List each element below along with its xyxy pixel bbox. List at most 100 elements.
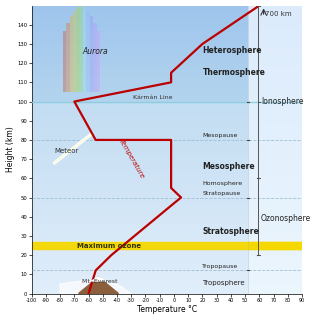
Bar <box>32 25 302 27</box>
Bar <box>248 123 302 124</box>
Bar <box>32 172 302 174</box>
Bar <box>32 100 302 101</box>
Bar <box>32 182 302 184</box>
Bar <box>248 59 302 61</box>
Bar <box>248 146 302 148</box>
Bar <box>32 36 302 38</box>
Bar <box>32 148 302 149</box>
Bar <box>32 86 302 88</box>
Polygon shape <box>60 280 131 293</box>
Bar <box>32 73 302 75</box>
Bar <box>32 48 302 50</box>
Bar <box>32 155 302 157</box>
Bar <box>66 23 70 92</box>
Bar <box>32 5 302 7</box>
Bar <box>248 205 302 207</box>
Polygon shape <box>79 277 118 293</box>
Bar <box>32 59 302 61</box>
Bar <box>248 119 302 121</box>
Bar <box>32 42 302 44</box>
Bar <box>32 247 302 249</box>
Bar <box>32 23 302 25</box>
Bar <box>32 52 302 53</box>
Bar <box>32 98 302 100</box>
Bar <box>32 86 302 88</box>
Bar <box>32 263 302 265</box>
Bar <box>32 82 302 84</box>
Bar <box>248 272 302 274</box>
Text: Mt. Everest: Mt. Everest <box>82 279 118 284</box>
Bar <box>32 115 302 117</box>
Bar <box>32 230 302 232</box>
Bar <box>248 178 302 180</box>
Bar <box>32 78 302 80</box>
Bar <box>248 224 302 226</box>
Bar <box>248 167 302 169</box>
Bar <box>32 69 302 71</box>
Bar <box>248 140 302 142</box>
Bar <box>248 100 302 101</box>
Bar <box>248 263 302 265</box>
Bar <box>32 242 302 249</box>
Bar <box>248 73 302 75</box>
Bar <box>248 9 302 11</box>
Bar <box>32 9 302 11</box>
Bar <box>248 144 302 146</box>
Bar <box>248 172 302 174</box>
Bar <box>32 21 302 23</box>
Bar <box>32 57 302 59</box>
Bar <box>248 11 302 13</box>
Bar <box>32 117 302 119</box>
Bar <box>32 71 302 73</box>
Bar <box>32 50 302 52</box>
Bar <box>248 169 302 171</box>
Bar <box>32 282 302 284</box>
Bar <box>248 276 302 278</box>
Bar <box>32 71 302 73</box>
Text: Meteor: Meteor <box>54 148 79 154</box>
Bar <box>248 53 302 55</box>
Bar <box>248 201 302 203</box>
Bar <box>32 76 302 78</box>
Bar <box>32 171 302 172</box>
Bar <box>248 232 302 234</box>
Bar <box>32 11 302 13</box>
Bar <box>248 15 302 17</box>
Bar <box>248 55 302 57</box>
Bar <box>248 7 302 9</box>
Bar <box>248 98 302 100</box>
Bar <box>32 205 302 207</box>
Bar <box>32 7 302 9</box>
Bar <box>32 245 302 247</box>
Bar <box>248 151 302 153</box>
Bar <box>248 38 302 40</box>
Bar <box>248 103 302 105</box>
X-axis label: Temperature °C: Temperature °C <box>137 306 197 315</box>
Bar <box>32 98 302 100</box>
Bar <box>248 134 302 136</box>
Bar <box>248 23 302 25</box>
Bar <box>32 174 302 176</box>
Bar <box>32 59 302 61</box>
Bar <box>32 107 302 109</box>
Bar <box>248 209 302 211</box>
Bar <box>248 105 302 107</box>
Bar <box>248 226 302 228</box>
Bar <box>32 46 302 48</box>
Bar <box>32 144 302 146</box>
Bar <box>32 90 302 92</box>
Bar <box>32 75 302 76</box>
Bar <box>248 46 302 48</box>
Bar <box>32 126 302 128</box>
Bar <box>32 17 302 19</box>
Bar <box>32 159 302 161</box>
Bar <box>32 65 302 67</box>
Bar <box>32 123 302 124</box>
Bar <box>248 228 302 230</box>
Bar <box>248 245 302 247</box>
Bar <box>32 165 302 167</box>
Bar <box>248 290 302 292</box>
Bar <box>248 215 302 217</box>
Bar <box>248 96 302 98</box>
Bar <box>32 196 302 197</box>
